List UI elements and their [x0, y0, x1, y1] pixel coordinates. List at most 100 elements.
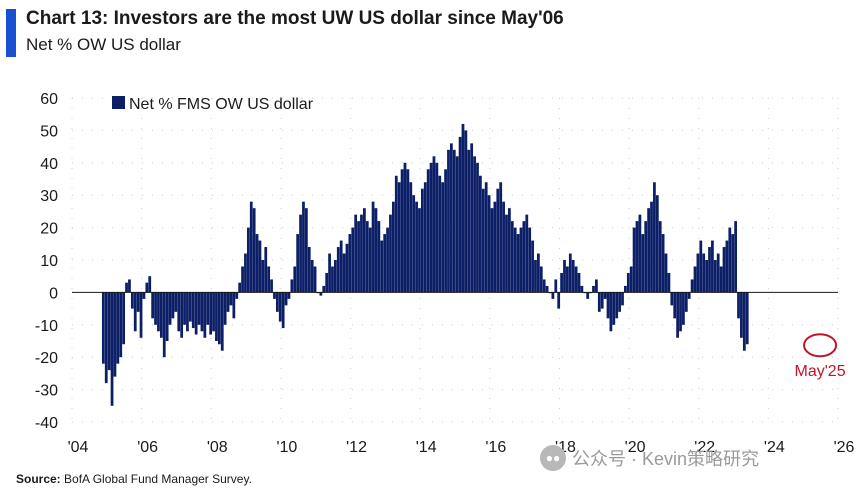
- bar: [719, 266, 723, 293]
- bar: [194, 292, 198, 335]
- bar: [403, 162, 407, 293]
- bar: [621, 292, 624, 306]
- bar: [484, 182, 488, 293]
- bar: [516, 234, 520, 293]
- bar: [383, 234, 387, 293]
- bar: [139, 292, 143, 338]
- bar: [278, 292, 282, 322]
- bar: [203, 292, 207, 338]
- x-tick-label: '10: [276, 439, 297, 456]
- bar: [246, 227, 250, 293]
- bar: [357, 221, 360, 293]
- y-tick-label: -30: [35, 383, 58, 400]
- bar: [438, 175, 442, 293]
- bar: [226, 292, 230, 312]
- bar: [354, 214, 358, 293]
- x-tick-label: '26: [834, 439, 855, 456]
- bar: [618, 292, 621, 312]
- bar: [568, 253, 572, 293]
- bar: [496, 188, 500, 293]
- bar: [394, 175, 398, 293]
- y-tick-label: 60: [40, 91, 58, 108]
- bar: [154, 292, 157, 325]
- bar: [348, 234, 352, 293]
- bar: [389, 214, 392, 293]
- bar: [241, 266, 244, 293]
- bar: [371, 201, 375, 293]
- bar: [563, 260, 566, 293]
- bar: [708, 247, 711, 293]
- legend-swatch: [112, 96, 125, 109]
- legend-label: Net % FMS OW US dollar: [129, 96, 314, 113]
- bar: [432, 156, 436, 293]
- bar: [148, 276, 152, 293]
- y-tick-label: -40: [35, 415, 58, 432]
- bar: [635, 221, 639, 293]
- bar: [711, 240, 714, 293]
- bar: [252, 208, 256, 293]
- bar: [653, 182, 656, 293]
- bar: [551, 292, 555, 299]
- bar: [174, 292, 178, 312]
- bar: [586, 292, 590, 299]
- bar: [676, 292, 679, 338]
- bar-chart: 60 50 40 30 20 10 0 -10 -20 -30 -40 '04 '06 '08 '10 '1…: [35, 91, 855, 456]
- bar: [142, 292, 146, 299]
- bar: [606, 292, 610, 319]
- bar: [487, 195, 491, 293]
- bar: [223, 292, 227, 325]
- bar: [304, 208, 308, 293]
- y-tick-label: -20: [35, 350, 58, 367]
- bar: [687, 292, 691, 299]
- bar: [641, 234, 645, 293]
- bar: [119, 292, 123, 358]
- bar: [345, 243, 349, 293]
- bar: [360, 214, 363, 293]
- bar: [325, 272, 329, 293]
- chart-title: Chart 13: Investors are the most UW US d…: [26, 8, 564, 29]
- bar: [670, 292, 674, 306]
- bar: [722, 247, 726, 293]
- bar: [632, 227, 636, 293]
- bar-series: [101, 123, 749, 406]
- bar: [528, 227, 532, 293]
- chart-subtitle: Net % OW US dollar: [26, 35, 181, 54]
- y-tick-label: 0: [49, 285, 58, 302]
- bar: [450, 143, 453, 293]
- bar: [615, 292, 619, 319]
- bar: [418, 208, 421, 293]
- bar: [647, 208, 650, 293]
- y-tick-label: 50: [40, 123, 58, 140]
- bar: [522, 221, 526, 293]
- bar: [331, 266, 334, 293]
- bar: [525, 214, 529, 293]
- bar: [180, 292, 184, 338]
- bar: [133, 292, 137, 332]
- bar: [658, 221, 662, 293]
- bar: [122, 292, 126, 345]
- bar: [412, 195, 416, 293]
- bar: [145, 282, 149, 293]
- x-tick-label: '24: [764, 439, 785, 456]
- y-tick-label: 20: [40, 221, 58, 238]
- bar: [264, 247, 268, 293]
- bar: [734, 221, 737, 293]
- bar: [217, 292, 221, 345]
- bar: [244, 253, 247, 293]
- bar: [104, 292, 108, 384]
- y-tick-label: 40: [40, 156, 58, 173]
- bar: [336, 247, 340, 293]
- bar: [168, 292, 172, 325]
- bar: [302, 201, 305, 293]
- bar: [409, 182, 413, 293]
- bar: [406, 169, 410, 293]
- bar: [566, 266, 569, 293]
- wechat-icon: ●●: [540, 445, 566, 471]
- bar: [742, 292, 746, 351]
- watermark: ●● 公众号 · Kevin策略研究: [540, 445, 759, 471]
- source-label: Source:: [16, 472, 61, 486]
- bar: [186, 292, 189, 332]
- bar: [577, 272, 581, 293]
- y-axis-ticks: 60 50 40 30 20 10 0 -10 -20 -30 -40: [35, 91, 58, 432]
- bar: [429, 162, 433, 293]
